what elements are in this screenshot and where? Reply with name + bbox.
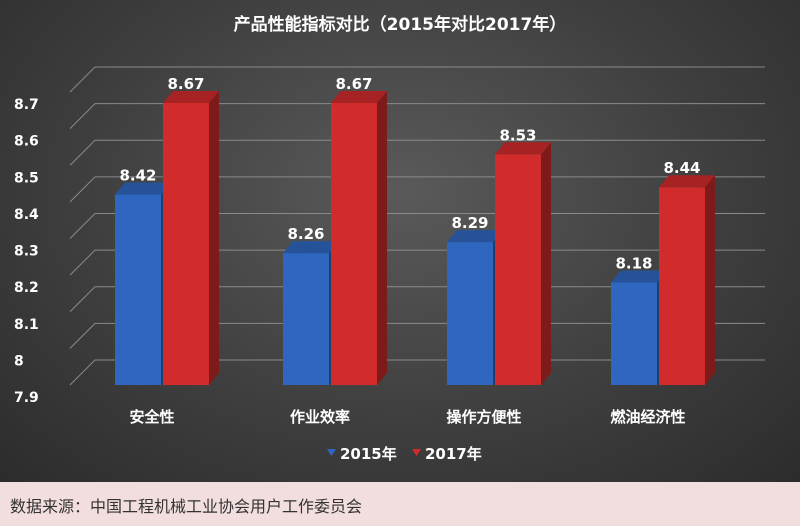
gridline <box>69 103 765 129</box>
chart-title: 产品性能指标对比（2015年对比2017年） <box>234 14 567 35</box>
bar-top <box>283 241 339 254</box>
data-label: 8.67 <box>335 75 372 93</box>
bar <box>495 154 541 385</box>
y-tick-label: 8.2 <box>14 280 39 296</box>
y-tick-label: 8.5 <box>14 170 39 186</box>
y-tick-label: 8.6 <box>14 134 39 150</box>
x-tick-label: 燃油经济性 <box>610 408 685 426</box>
bar-side <box>705 175 715 385</box>
x-tick-label: 作业效率 <box>290 408 350 426</box>
bar <box>115 194 161 385</box>
data-label: 8.67 <box>167 75 204 93</box>
bar-chart: 产品性能指标对比（2015年对比2017年） 7.9 8 8.1 8.2 8.3 8.4 8.… <box>14 14 765 463</box>
bar-side <box>209 90 219 386</box>
legend-label: 2015年 <box>340 445 397 463</box>
bar <box>659 187 705 385</box>
y-tick-label: 7.9 <box>14 390 39 406</box>
bar-top <box>447 230 503 243</box>
legend-label: 2017年 <box>425 445 482 463</box>
y-tick-label: 8.1 <box>14 317 39 333</box>
bar-top <box>163 90 219 103</box>
y-tick-label: 8.3 <box>14 244 39 260</box>
legend-swatch <box>327 449 336 456</box>
bar <box>163 102 209 386</box>
data-label: 8.18 <box>615 254 652 272</box>
bar-top <box>659 175 715 188</box>
gridline <box>69 66 765 93</box>
data-label: 8.44 <box>663 159 700 177</box>
bar-side <box>377 90 387 386</box>
bar-top <box>331 90 387 103</box>
bar-top <box>495 142 551 155</box>
bar-top <box>611 270 667 283</box>
gridline <box>69 139 765 166</box>
data-label: 8.26 <box>287 225 324 243</box>
bar <box>331 102 377 386</box>
source-text: 数据来源：中国工程机械工业协会用户工作委员会 <box>10 497 363 516</box>
y-tick-label: 8 <box>14 353 24 369</box>
bar <box>611 282 657 385</box>
bar-top <box>115 182 171 195</box>
bar-side <box>541 142 551 385</box>
x-tick-label: 操作方便性 <box>446 408 521 426</box>
data-label: 8.29 <box>451 214 488 232</box>
chart-area: 产品性能指标对比（2015年对比2017年） 7.9 8 8.1 8.2 8.3 8.4 8.… <box>0 0 800 482</box>
x-tick-label: 安全性 <box>129 408 174 426</box>
y-tick-label: 8.7 <box>14 97 39 113</box>
bar <box>283 253 329 385</box>
source-bar: 数据来源：中国工程机械工业协会用户工作委员会 <box>0 482 800 526</box>
bar <box>447 242 493 385</box>
data-label: 8.53 <box>499 126 536 144</box>
data-label: 8.42 <box>119 167 156 185</box>
legend-swatch <box>412 449 421 456</box>
y-tick-label: 8.4 <box>14 207 39 223</box>
